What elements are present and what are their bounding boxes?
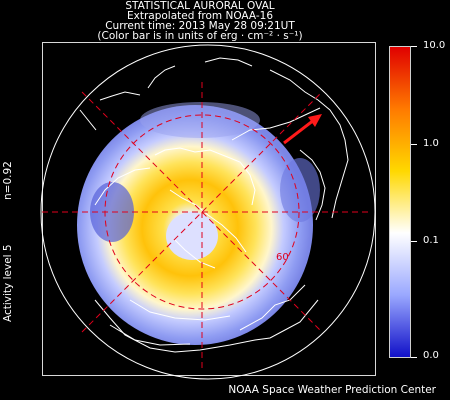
colorbar-label-min: 0.0 (423, 350, 439, 361)
colorbar-tick (411, 241, 417, 242)
colorbar-tick (411, 357, 417, 358)
sun-direction-arrow (283, 114, 322, 145)
colorbar-units-line: (Color bar is in units of erg · cm⁻² · s… (97, 30, 303, 42)
colorbar-label-max: 10.0 (423, 40, 446, 51)
colorbar-label-0-1: 0.1 (423, 235, 439, 246)
colorbar-label-1: 1.0 (423, 138, 439, 149)
colorbar (389, 46, 411, 358)
map-title: STATISTICAL AURORAL OVAL (125, 0, 275, 12)
footer-credit: NOAA Space Weather Prediction Center (228, 384, 436, 396)
auroral-oval (77, 102, 320, 345)
lat-lon-grid (42, 82, 372, 372)
activity-level-label: Activity level 5 (2, 244, 14, 322)
data-source-line: Extrapolated from NOAA-16 (126, 10, 274, 22)
current-time-line: Current time: 2013 May 28 09:21UT (105, 20, 295, 32)
meridian-line (81, 91, 323, 333)
colorbar-tick (411, 144, 417, 145)
map-frame (42, 42, 376, 376)
latitude-label: 60 (276, 252, 289, 263)
globe-edge (40, 44, 376, 380)
n-value-label: n=0.92 (2, 161, 14, 200)
meridian-line (81, 91, 323, 333)
coastlines (79, 57, 349, 353)
colorbar-tick (411, 46, 417, 47)
